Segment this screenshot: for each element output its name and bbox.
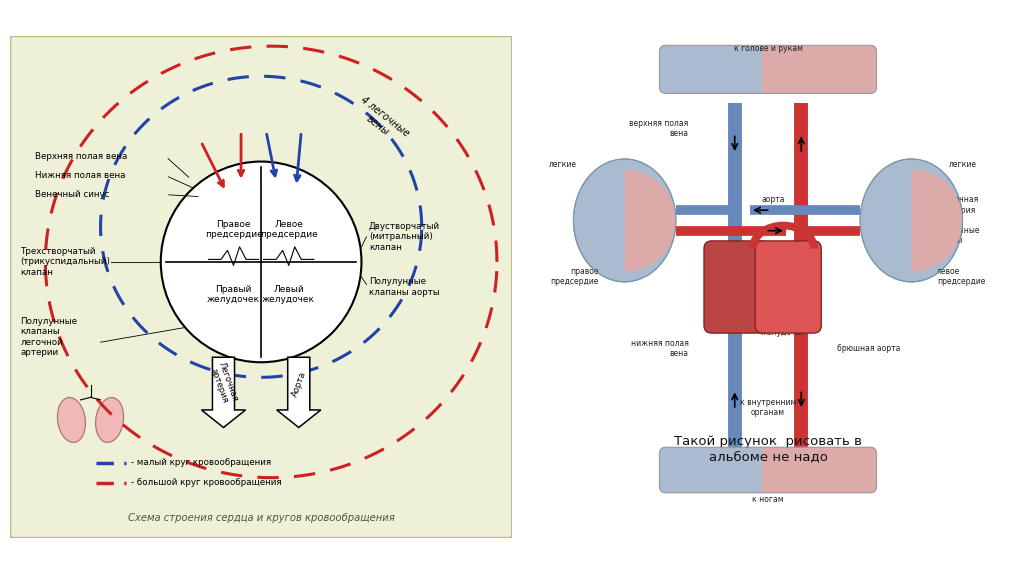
FancyBboxPatch shape <box>659 447 774 493</box>
Text: Схема строения сердца и кругов кровообращения: Схема строения сердца и кругов кровообра… <box>128 513 394 523</box>
Ellipse shape <box>95 398 124 443</box>
Text: Аорта: Аорта <box>290 370 307 398</box>
Text: Трехстворчатый
(трикуспидальный)
клапан: Трехстворчатый (трикуспидальный) клапан <box>20 247 111 277</box>
Text: левое
предсердие: левое предсердие <box>937 267 985 286</box>
Text: легочная
артерия: легочная артерия <box>942 195 979 215</box>
Text: нижняя полая
вена: нижняя полая вена <box>631 339 688 358</box>
Polygon shape <box>276 357 321 428</box>
Text: Легочная
артерия: Легочная артерия <box>207 360 240 406</box>
Text: - малый круг кровообращения: - малый круг кровообращения <box>131 458 270 467</box>
Text: - большой круг кровообращения: - большой круг кровообращения <box>131 478 282 487</box>
Text: Левое
предсердие: Левое предсердие <box>260 220 317 239</box>
Text: Полулунные
клапаны аорты: Полулунные клапаны аорты <box>369 277 439 297</box>
Text: легочные
вены: легочные вены <box>942 226 981 246</box>
Text: 4 легочные
вены: 4 легочные вены <box>352 95 412 148</box>
Text: Двустворчатый
(митральный)
клапан: Двустворчатый (митральный) клапан <box>369 222 440 252</box>
FancyBboxPatch shape <box>10 36 512 538</box>
Text: аорта: аорта <box>762 196 784 204</box>
FancyBboxPatch shape <box>659 45 774 94</box>
FancyBboxPatch shape <box>756 241 821 333</box>
Text: Венечный синус: Венечный синус <box>35 190 110 199</box>
Polygon shape <box>202 357 246 428</box>
Text: Правый
желудочек: Правый желудочек <box>207 285 260 304</box>
FancyBboxPatch shape <box>762 447 877 493</box>
Text: Верхняя полая вена: Верхняя полая вена <box>35 152 128 161</box>
FancyBboxPatch shape <box>705 241 770 333</box>
Ellipse shape <box>57 398 85 443</box>
Text: Нижняя полая вена: Нижняя полая вена <box>35 171 126 180</box>
Wedge shape <box>911 169 963 272</box>
Text: Правое
предсердие: Правое предсердие <box>205 220 262 239</box>
Text: к внутренним
органам: к внутренним органам <box>739 398 797 417</box>
Circle shape <box>161 161 361 362</box>
Text: верхняя полая
вена: верхняя полая вена <box>630 119 688 138</box>
Text: к голове и рукам: к голове и рукам <box>733 44 803 53</box>
FancyBboxPatch shape <box>762 45 877 94</box>
Wedge shape <box>625 169 676 272</box>
Text: правый
желудочек: правый желудочек <box>730 302 775 322</box>
Text: левый
желудочек: левый желудочек <box>761 318 806 337</box>
Text: брюшная аорта: брюшная аорта <box>838 344 900 353</box>
Text: легкие: легкие <box>948 160 977 169</box>
Text: к ногам: к ногам <box>753 495 783 504</box>
Text: Левый
желудочек: Левый желудочек <box>262 285 315 304</box>
Text: легкие: легкие <box>549 160 578 169</box>
Ellipse shape <box>860 159 963 282</box>
Text: Такой рисунок  рисовать в
альбоме не надо: Такой рисунок рисовать в альбоме не надо <box>674 436 862 463</box>
Text: правое
предсердие: правое предсердие <box>551 267 599 286</box>
Ellipse shape <box>573 159 676 282</box>
Text: Полулунные
клапаны
легочной
артерии: Полулунные клапаны легочной артерии <box>20 317 77 357</box>
